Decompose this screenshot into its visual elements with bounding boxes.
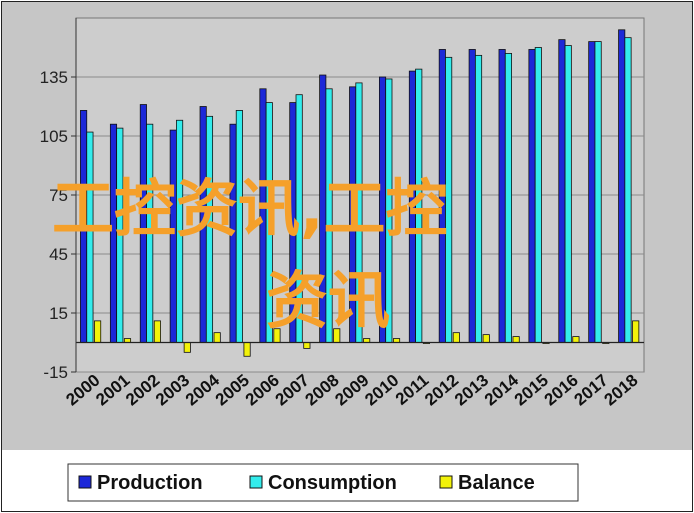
bar-consumption-2009 bbox=[355, 82, 363, 343]
bar-balance-2008 bbox=[333, 328, 341, 343]
y-tick-label: 45 bbox=[49, 245, 68, 264]
bar-consumption-2011 bbox=[415, 68, 423, 343]
bar-production-2014 bbox=[498, 49, 506, 343]
bar-production-2010 bbox=[378, 76, 387, 343]
y-tick-label: -15 bbox=[43, 363, 68, 382]
bar-consumption-2016 bbox=[564, 45, 572, 343]
legend-label-consumption: Consumption bbox=[268, 472, 397, 494]
bar-production-2001 bbox=[109, 123, 118, 343]
bar-consumption-2010 bbox=[385, 78, 393, 343]
bar-balance-2018 bbox=[632, 320, 640, 343]
bar-consumption-2017 bbox=[594, 41, 602, 343]
bar-consumption-2013 bbox=[474, 54, 483, 343]
bar-production-2006 bbox=[259, 88, 267, 343]
bar-production-2008 bbox=[319, 74, 327, 343]
bar-production-2007 bbox=[289, 102, 297, 343]
bar-consumption-2007 bbox=[295, 94, 303, 343]
bar-production-2003 bbox=[169, 129, 177, 343]
bar-production-2011 bbox=[408, 70, 416, 343]
bar-balance-2004 bbox=[213, 332, 221, 343]
bar-production-2000 bbox=[80, 110, 88, 343]
legend-box bbox=[67, 463, 579, 502]
bar-consumption-2002 bbox=[146, 123, 154, 343]
bar-consumption-2004 bbox=[205, 115, 214, 343]
bar-balance-2005 bbox=[243, 342, 251, 357]
bar-balance-2003 bbox=[183, 342, 191, 353]
legend-swatch-consumption bbox=[249, 475, 263, 489]
y-tick-label: 75 bbox=[49, 186, 68, 205]
legend-swatch-balance bbox=[439, 475, 453, 489]
bar-consumption-2015 bbox=[534, 47, 542, 343]
bar-production-2015 bbox=[528, 49, 536, 343]
bar-production-2018 bbox=[618, 29, 626, 343]
bar-consumption-2003 bbox=[176, 119, 184, 343]
bar-production-2012 bbox=[438, 49, 446, 343]
bar-balance-2006 bbox=[273, 328, 281, 343]
bar-balance-2007 bbox=[303, 342, 311, 349]
bar-consumption-2014 bbox=[504, 53, 512, 343]
bar-balance-2014 bbox=[512, 336, 520, 343]
legend-label-balance: Balance bbox=[458, 472, 535, 494]
bar-balance-2000 bbox=[94, 320, 102, 343]
bar-production-2004 bbox=[199, 106, 207, 343]
y-tick-label: 135 bbox=[40, 68, 68, 87]
bar-consumption-2012 bbox=[445, 56, 453, 343]
bar-consumption-2006 bbox=[265, 102, 273, 343]
legend-label-production: Production bbox=[97, 472, 203, 494]
y-tick-label: 105 bbox=[40, 127, 68, 146]
bar-production-2005 bbox=[229, 123, 237, 343]
bar-consumption-2005 bbox=[235, 110, 243, 343]
y-tick-label: 15 bbox=[49, 304, 68, 323]
bar-consumption-2001 bbox=[116, 127, 124, 343]
bar-production-2013 bbox=[468, 49, 476, 343]
legend-swatch-production bbox=[78, 475, 92, 489]
bar-consumption-2000 bbox=[86, 131, 94, 343]
bar-balance-2002 bbox=[153, 320, 161, 343]
bar-production-2002 bbox=[139, 104, 147, 343]
bar-balance-2013 bbox=[482, 334, 490, 343]
bar-production-2009 bbox=[349, 86, 357, 343]
bar-balance-2012 bbox=[452, 332, 460, 343]
bar-consumption-2018 bbox=[624, 37, 632, 343]
bar-consumption-2008 bbox=[325, 88, 333, 343]
bar-production-2016 bbox=[558, 39, 566, 343]
bar-production-2017 bbox=[588, 41, 596, 343]
bar-balance-2016 bbox=[572, 336, 580, 343]
